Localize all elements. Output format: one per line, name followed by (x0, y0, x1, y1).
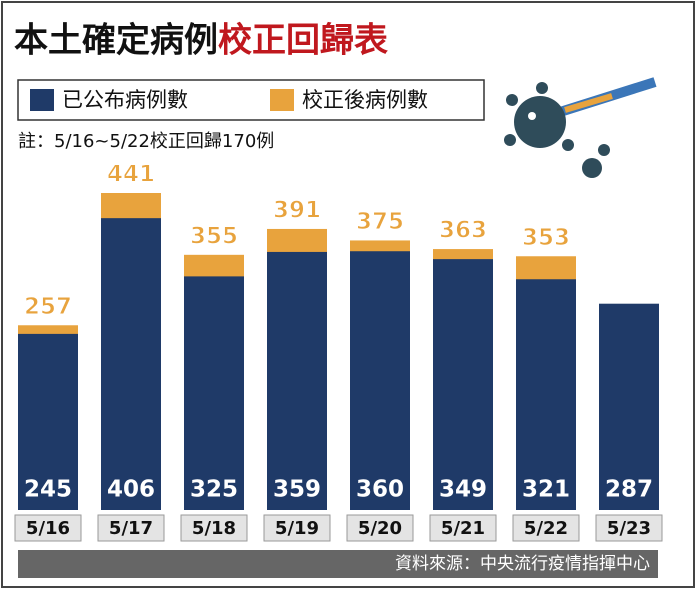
category-box (97, 514, 165, 542)
category-box (429, 514, 497, 542)
bar (267, 251, 327, 511)
x-tick-label: 5/19 (275, 518, 319, 539)
category-box (180, 514, 248, 542)
legend-box (17, 79, 485, 121)
bar (184, 276, 244, 510)
legend-swatch (270, 89, 294, 111)
value-label: 375 (356, 209, 404, 235)
x-tick-label: 5/18 (192, 518, 236, 539)
value-label: 406 (107, 477, 155, 503)
bar (18, 333, 78, 510)
category-box (595, 514, 663, 542)
category-box (14, 514, 82, 542)
x-tick-label: 5/21 (441, 518, 485, 539)
bar (599, 303, 659, 510)
value-label: 359 (273, 477, 321, 503)
value-label: 360 (356, 477, 404, 503)
note: 註：5/16~5/22校正回歸170例 (18, 131, 274, 152)
x-tick-label: 5/20 (358, 518, 402, 539)
bar (350, 251, 410, 510)
legend-label: 校正後病例數 (302, 88, 428, 112)
x-tick-label: 5/17 (109, 518, 153, 539)
value-label: 321 (522, 477, 570, 503)
bar (516, 279, 576, 510)
legend-label: 已公布病例數 (62, 88, 188, 112)
x-tick-label: 5/23 (607, 518, 651, 539)
x-tick-label: 5/22 (524, 518, 568, 539)
value-label: 355 (190, 223, 238, 249)
value-label: 441 (107, 162, 155, 188)
category-box (346, 514, 414, 542)
chart-title-highlight: 校正回歸表 (218, 21, 388, 61)
value-label: 349 (439, 477, 487, 503)
value-label: 287 (605, 477, 653, 503)
value-label: 391 (273, 197, 321, 223)
value-label: 353 (522, 225, 570, 251)
x-tick-label: 5/16 (26, 518, 70, 539)
source-bar (18, 550, 658, 578)
chart-title: 本土確定病例 (14, 21, 218, 61)
category-box (263, 514, 331, 542)
source: 資料來源：中央流行疫情指揮中心 (395, 554, 650, 574)
value-label: 257 (24, 294, 72, 320)
value-label: 363 (439, 218, 487, 244)
virus-icon (504, 77, 657, 178)
value-label: 325 (190, 477, 238, 503)
legend-swatch (30, 89, 54, 111)
bar (433, 259, 493, 510)
category-box (512, 514, 580, 542)
bar (101, 218, 161, 510)
value-label: 245 (24, 477, 72, 503)
